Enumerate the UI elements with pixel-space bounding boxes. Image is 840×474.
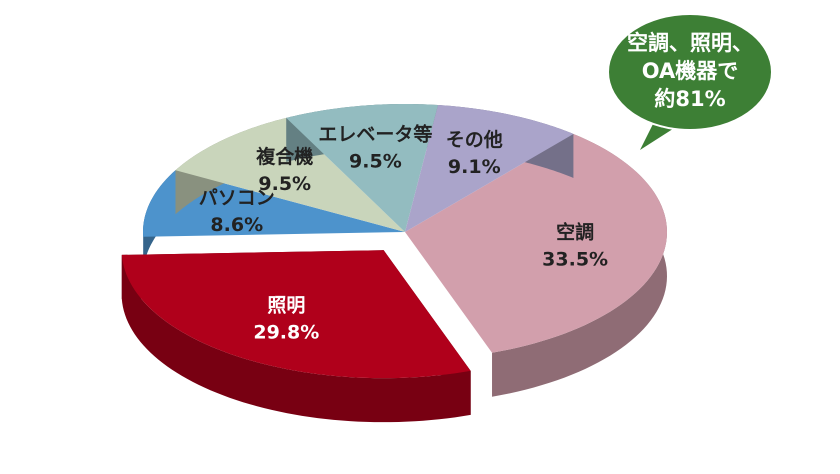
slice-label: エレベータ等: [318, 122, 432, 145]
slice: [405, 105, 574, 232]
slice-side: [121, 254, 471, 423]
slice-value: 29.8%: [253, 322, 319, 344]
slice-value: 8.6%: [210, 214, 263, 236]
callout-text: 約81%: [654, 87, 725, 111]
slice-value: 9.1%: [448, 156, 501, 178]
slice: [175, 117, 405, 232]
slice-label: その他: [446, 128, 503, 151]
slice: [286, 104, 439, 232]
slice-label: 複合機: [255, 145, 313, 168]
slice-value: 9.5%: [258, 173, 311, 195]
callout-bubble: [607, 13, 773, 131]
slice-value: 9.5%: [349, 150, 402, 172]
slice: [405, 133, 667, 353]
callout-text: OA機器で: [642, 59, 739, 83]
slice: [121, 250, 471, 379]
slice-value: 33.5%: [542, 249, 608, 271]
callout-text: 空調、照明、: [627, 31, 753, 55]
slice-label: パソコン: [199, 187, 275, 209]
slice-label: 照明: [267, 295, 305, 317]
slice-label: 空調: [556, 221, 594, 244]
